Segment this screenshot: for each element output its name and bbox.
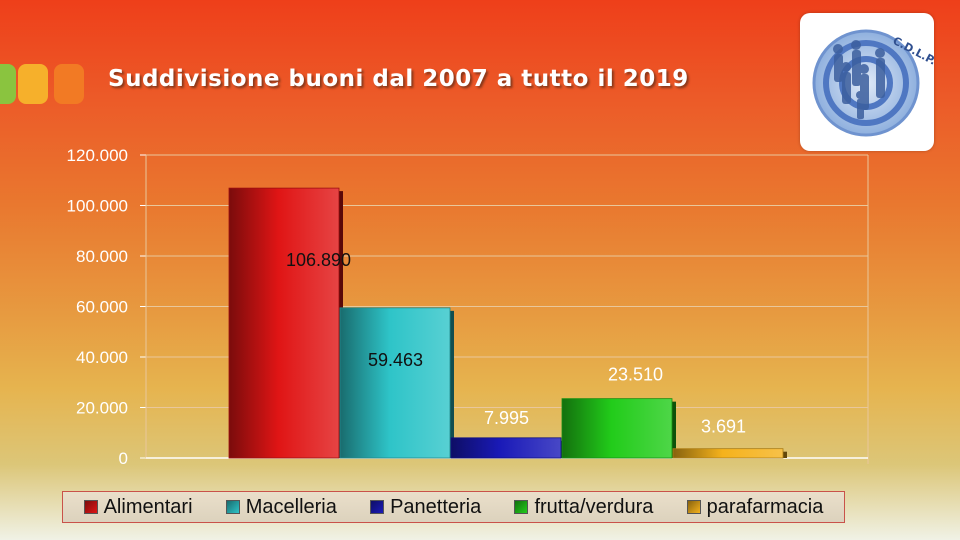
legend-label: frutta/verdura: [534, 495, 654, 518]
legend-swatch: [225, 500, 240, 514]
y-tick-label: 60.000: [76, 298, 128, 317]
data-label: 7.995: [484, 408, 529, 428]
legend-label: Alimentari: [103, 495, 193, 518]
accent-square-green: [0, 64, 16, 104]
bar-parafarmacia: [672, 448, 784, 459]
legend-item: Panetteria: [370, 496, 481, 519]
accent-square-orange: [54, 64, 84, 104]
bar-side: [783, 451, 787, 458]
data-label: 23.510: [608, 365, 663, 385]
y-tick-label: 100.000: [67, 197, 128, 216]
legend-item: frutta/verdura: [514, 496, 653, 519]
bars: [228, 187, 787, 459]
y-tick-label: 20.000: [76, 399, 128, 418]
legend-swatch: [370, 500, 385, 514]
legend-swatch: [686, 500, 701, 514]
y-tick-label: 0: [119, 449, 128, 468]
data-label: 106.890: [286, 250, 351, 270]
accent-square-yellow: [18, 64, 48, 104]
legend-item: Alimentari: [83, 495, 193, 519]
legend-label: parafarmacia: [706, 495, 824, 518]
y-tick-label: 120.000: [67, 146, 128, 165]
legend-swatch: [514, 500, 529, 514]
y-tick-label: 80.000: [76, 247, 128, 266]
legend-item: parafarmacia: [686, 495, 824, 519]
bar-frutta-verdura: [561, 398, 673, 459]
bar-side: [672, 401, 676, 458]
data-label: 3.691: [701, 417, 746, 437]
y-tick-label: 40.000: [76, 348, 128, 367]
legend-label: Panetteria: [390, 495, 482, 518]
legend-item: Macelleria: [225, 495, 337, 519]
bar-alimentari: [228, 187, 340, 459]
chart-legend: Alimentari Macelleria Panetteria frutta/ver…: [62, 491, 845, 523]
organization-logo: C.D.L.P. ODV: [800, 13, 960, 151]
legend-label: Macelleria: [245, 495, 337, 518]
organization-logo-icon: C.D.L.P. ODV: [812, 29, 960, 137]
data-labels: 106.890 59.463 7.995 23.510 3.691: [286, 250, 746, 437]
bar-macelleria: [339, 307, 451, 459]
title-accent-squares: [0, 64, 90, 104]
bar-side: [450, 310, 454, 458]
bar-panetteria: [450, 437, 562, 459]
data-label: 59.463: [368, 350, 423, 370]
legend-swatch: [83, 500, 98, 514]
slide-title: Suddivisione buoni dal 2007 a tutto il 2…: [108, 66, 689, 92]
